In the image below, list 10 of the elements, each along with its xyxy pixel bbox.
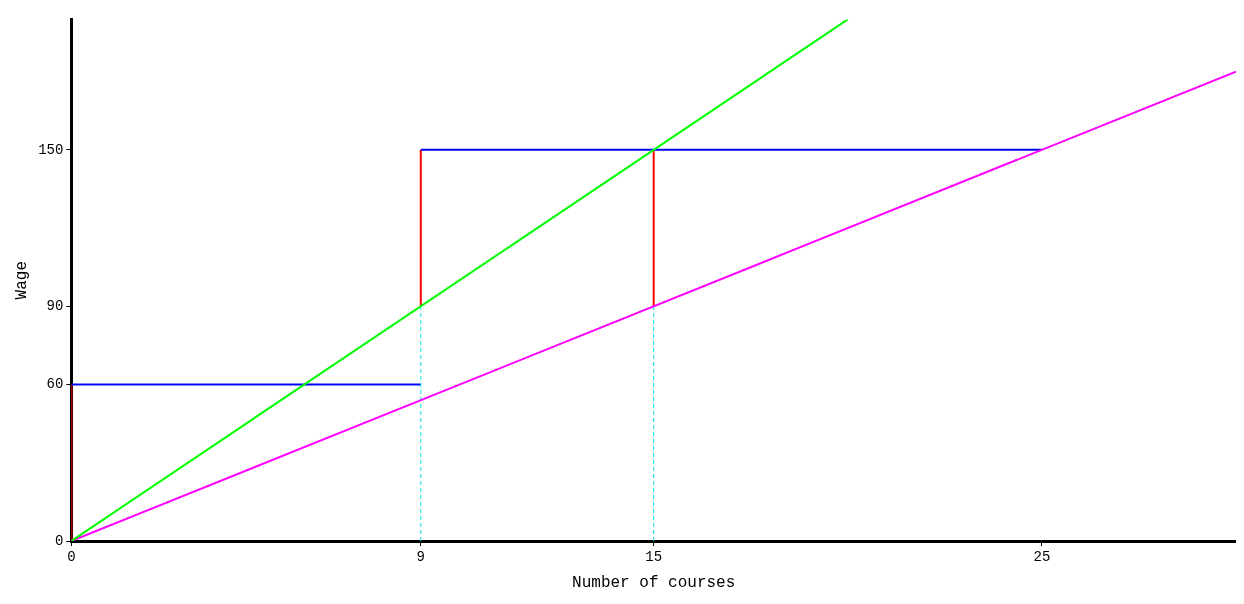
x-tick-label: 9	[416, 549, 425, 566]
x-tick-label: 15	[645, 549, 663, 566]
y-tick-label: 0	[55, 532, 64, 549]
x-tick-label: 0	[67, 549, 76, 566]
y-tick-label: 150	[38, 141, 64, 158]
x-axis-title: Number of courses	[572, 573, 736, 592]
y-axis-title: Wage	[12, 261, 31, 300]
y-tick-label: 60	[46, 376, 64, 393]
x-tick-label: 25	[1033, 549, 1051, 566]
y-tick-label: 90	[46, 297, 64, 314]
